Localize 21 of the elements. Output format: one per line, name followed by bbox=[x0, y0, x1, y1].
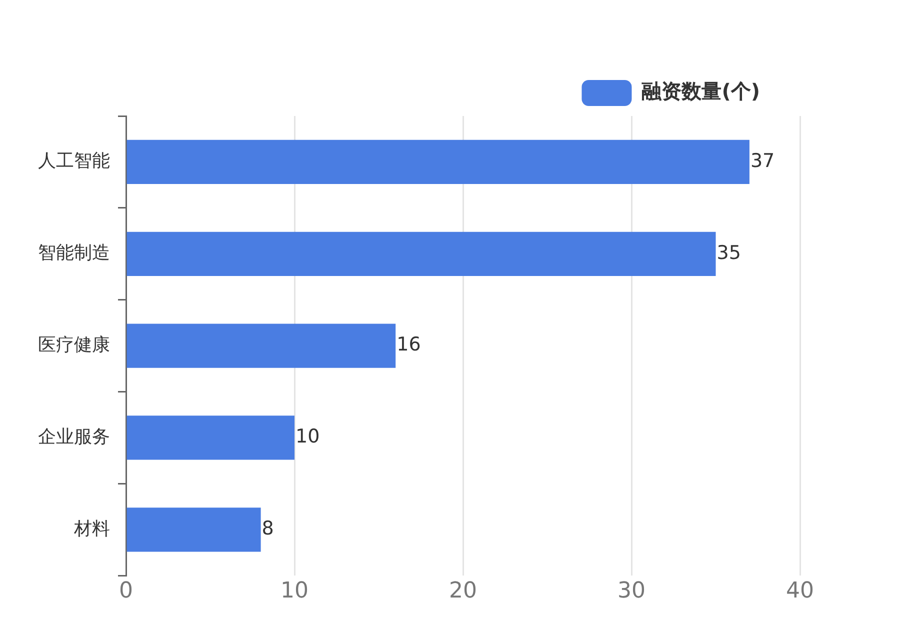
bar bbox=[126, 140, 750, 184]
data-label: 10 bbox=[296, 426, 320, 448]
data-label: 16 bbox=[396, 334, 421, 356]
x-tick-label: 20 bbox=[449, 578, 477, 604]
x-tick-label: 30 bbox=[618, 578, 646, 604]
x-tick-label: 40 bbox=[786, 578, 814, 604]
bar bbox=[126, 324, 396, 368]
y-tick-label: 智能制造 bbox=[38, 242, 110, 264]
data-label: 37 bbox=[750, 150, 775, 172]
y-tick-label: 医疗健康 bbox=[38, 334, 110, 356]
y-tick-label: 人工智能 bbox=[38, 150, 110, 172]
y-tick-label: 材料 bbox=[73, 518, 110, 540]
bar bbox=[126, 232, 716, 276]
data-label: 35 bbox=[716, 242, 741, 264]
y-tick-label: 企业服务 bbox=[38, 426, 110, 448]
bar bbox=[126, 508, 261, 552]
x-tick-label: 10 bbox=[280, 578, 308, 604]
bar bbox=[126, 416, 294, 460]
data-label: 8 bbox=[262, 518, 274, 540]
x-tick-label: 0 bbox=[119, 578, 133, 604]
legend-label: 融资数量(个) bbox=[642, 79, 760, 104]
